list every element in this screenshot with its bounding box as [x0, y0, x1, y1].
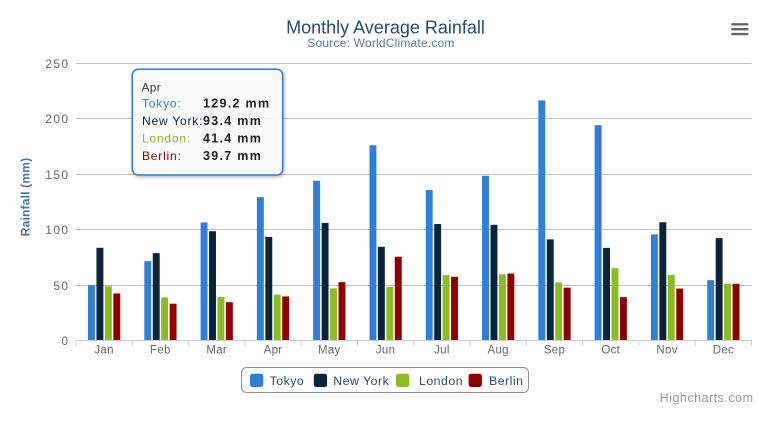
svg-text:Source: WorldClimate.com: Source: WorldClimate.com — [307, 36, 454, 50]
svg-text:Sep: Sep — [544, 345, 565, 357]
svg-text:London:: London: — [142, 131, 191, 145]
svg-text:Dec: Dec — [713, 345, 734, 357]
svg-text:Tokyo: Tokyo — [270, 374, 305, 388]
svg-text:Berlin:: Berlin: — [142, 149, 182, 163]
svg-text:50: 50 — [53, 279, 69, 293]
svg-text:Apr: Apr — [264, 345, 283, 357]
svg-text:New York:: New York: — [142, 114, 203, 128]
svg-text:Mar: Mar — [206, 345, 227, 357]
svg-text:41.4 mm: 41.4 mm — [203, 131, 262, 145]
svg-text:New York: New York — [333, 374, 389, 388]
svg-text:Berlin: Berlin — [489, 374, 523, 388]
svg-text:Aug: Aug — [488, 345, 509, 357]
svg-text:Jan: Jan — [94, 345, 113, 357]
svg-text:Tokyo:: Tokyo: — [142, 97, 181, 111]
svg-text:200: 200 — [45, 112, 69, 126]
svg-text:Rainfall (mm): Rainfall (mm) — [19, 158, 33, 237]
svg-text:London: London — [419, 374, 463, 388]
svg-text:93.4 mm: 93.4 mm — [203, 114, 262, 128]
svg-text:Jun: Jun — [376, 345, 395, 357]
svg-text:150: 150 — [45, 168, 69, 182]
svg-text:Monthly Average Rainfall: Monthly Average Rainfall — [286, 18, 485, 38]
svg-text:100: 100 — [45, 223, 69, 237]
svg-text:Apr: Apr — [142, 80, 162, 94]
svg-text:May: May — [318, 345, 341, 357]
svg-text:250: 250 — [45, 57, 69, 71]
svg-text:Highcharts.com: Highcharts.com — [660, 391, 754, 405]
svg-text:0: 0 — [61, 334, 69, 348]
svg-text:Nov: Nov — [656, 345, 677, 357]
svg-text:Oct: Oct — [601, 345, 620, 357]
svg-text:129.2 mm: 129.2 mm — [203, 97, 270, 111]
svg-text:Feb: Feb — [150, 345, 171, 357]
svg-text:Jul: Jul — [434, 345, 450, 357]
svg-text:39.7 mm: 39.7 mm — [203, 149, 262, 163]
